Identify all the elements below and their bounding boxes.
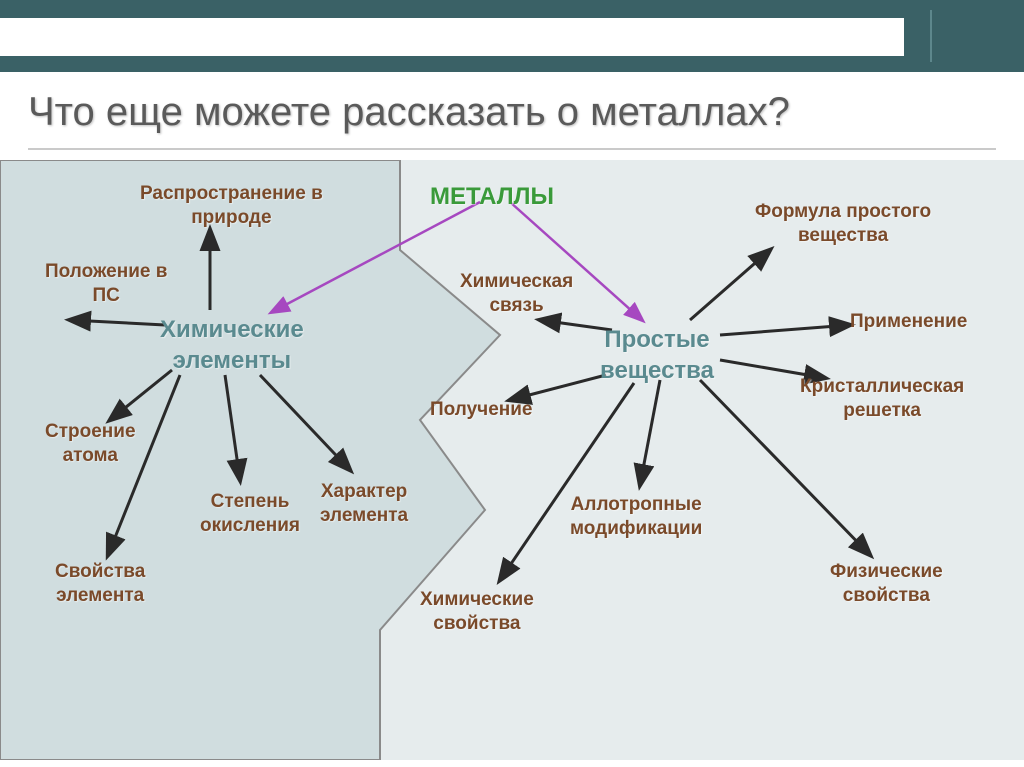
leaf-phys: Физические свойства bbox=[830, 560, 943, 609]
top-bar-stripe bbox=[0, 18, 1024, 56]
leaf-use: Применение bbox=[850, 310, 967, 334]
leaf-obtain: Получение bbox=[430, 398, 533, 422]
leaf-allo: Аллотропные модификации bbox=[570, 493, 702, 542]
page-title: Что еще можете рассказать о металлах? bbox=[28, 90, 790, 135]
leaf-char: Характер элемента bbox=[320, 480, 408, 529]
arrow bbox=[110, 370, 172, 420]
arrow bbox=[225, 375, 240, 480]
leaf-ps: Положение в ПС bbox=[45, 260, 167, 309]
arrow bbox=[690, 250, 770, 320]
arrow bbox=[70, 320, 165, 325]
hub-right: Простые вещества bbox=[600, 325, 714, 386]
diagram-canvas: МЕТАЛЛЫ Химические элементы Простые веще… bbox=[0, 160, 1024, 760]
leaf-nature: Распространение в природе bbox=[140, 182, 323, 231]
leaf-atom: Строение атома bbox=[45, 420, 136, 469]
arrow bbox=[720, 325, 850, 335]
leaf-formula: Формула простого вещества bbox=[755, 200, 931, 249]
leaf-bond: Химическая связь bbox=[460, 270, 573, 319]
root-label: МЕТАЛЛЫ bbox=[430, 182, 554, 213]
hub-left: Химические элементы bbox=[160, 315, 304, 376]
leaf-chem: Химические свойства bbox=[420, 588, 534, 637]
leaf-oxid: Степень окисления bbox=[200, 490, 300, 539]
arrow bbox=[510, 375, 606, 400]
top-bar bbox=[0, 0, 1024, 72]
top-bar-accent bbox=[904, 0, 1024, 72]
arrows-layer bbox=[0, 160, 1024, 760]
leaf-elprop: Свойства элемента bbox=[55, 560, 145, 609]
arrow bbox=[640, 380, 660, 485]
leaf-lattice: Кристаллическая решетка bbox=[800, 375, 964, 424]
arrow bbox=[260, 375, 350, 470]
title-divider bbox=[28, 148, 996, 150]
